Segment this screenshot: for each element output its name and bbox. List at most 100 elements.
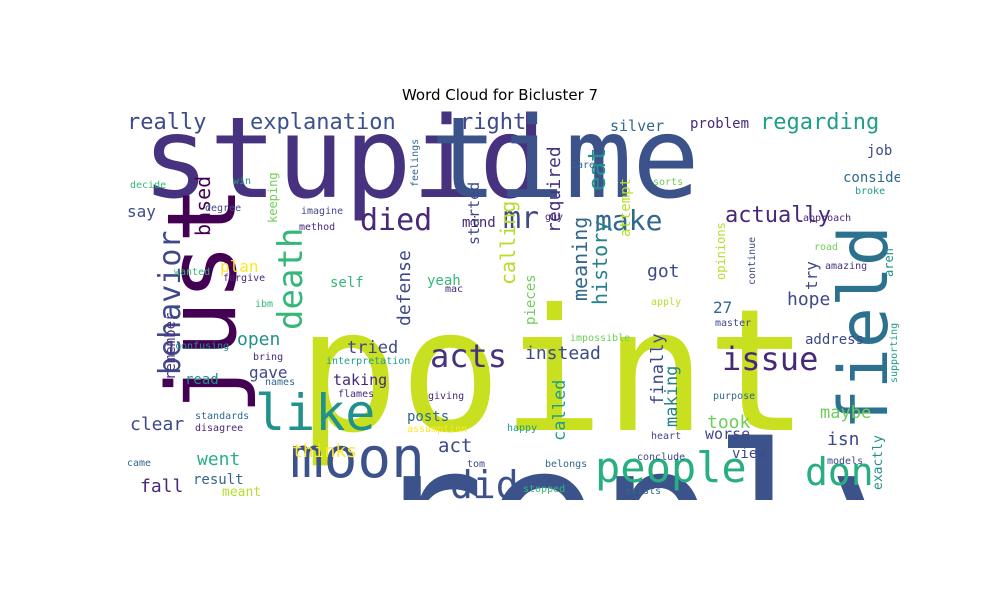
word-acts: acts [430, 337, 507, 375]
word-result: result [193, 472, 244, 488]
word-explanation: explanation [250, 110, 396, 135]
word-ibm: ibm [255, 299, 273, 310]
word-attempt: attempt [618, 178, 634, 237]
word-tom: tom [467, 459, 485, 470]
word-died: died [360, 203, 432, 238]
word-interpretation: interpretation [326, 356, 410, 367]
word-models: models [827, 456, 863, 467]
word-gave: gave [249, 363, 288, 382]
word-care: care [571, 160, 595, 171]
word-reply: reply [370, 404, 900, 500]
word-amazing: amazing [825, 261, 867, 272]
word-purpose: purpose [713, 391, 755, 402]
word-maybe: maybe [820, 403, 871, 423]
word-meaning: meaning [568, 217, 592, 301]
word-plan: plan [220, 257, 259, 276]
word-continue: continue [747, 237, 758, 285]
word-really: really [127, 110, 206, 135]
word-started: started [465, 182, 483, 245]
word-behavior: behavior [153, 231, 188, 376]
word-sorts: sorts [653, 177, 683, 188]
word-belongs: belongs [545, 459, 587, 470]
word-feelings: feelings [410, 139, 421, 187]
word-27: 27 [713, 298, 732, 317]
word-just: just [148, 186, 258, 415]
word-calling: calling [496, 201, 520, 285]
word-method: method [299, 222, 335, 233]
word-say: say [127, 202, 156, 221]
word-required: required [544, 146, 565, 233]
word-wanted: wanted [174, 267, 210, 278]
word-conclude: conclude [637, 452, 685, 463]
word-right: right [460, 110, 526, 135]
word-impossible: impossible [570, 333, 630, 344]
word-silver: silver [610, 117, 664, 135]
word-view: view [732, 446, 766, 462]
word-job: job [867, 143, 892, 159]
word-stupid: stupid [142, 105, 547, 224]
word-point: point [297, 273, 809, 471]
word-fall: fall [140, 476, 183, 497]
word-supporting: supporting [889, 323, 900, 383]
word-finally: finally [648, 333, 668, 405]
word-confusing: confusing [175, 341, 229, 352]
word-forgive: forgive [223, 273, 265, 284]
word-posts: posts [407, 409, 449, 425]
word-history: history [588, 221, 612, 305]
word-isn: isn [827, 429, 860, 450]
word-eat: eat [583, 148, 611, 191]
word-happy: happy [507, 423, 537, 434]
word-road: road [814, 242, 838, 253]
word-mind: mind [462, 215, 496, 231]
word-instead: instead [525, 343, 601, 364]
word-imagine: imagine [301, 206, 343, 217]
word-bring: bring [253, 352, 283, 363]
word-read: read [185, 372, 219, 388]
word-people: people [595, 443, 747, 492]
word-actually: actually [725, 203, 831, 228]
word-names: names [265, 377, 295, 388]
word-did: did [450, 463, 519, 500]
word-win: win [233, 176, 251, 187]
word-opinions: opinions [714, 222, 728, 280]
chart-title: Word Cloud for Bicluster 7 [401, 86, 599, 104]
word-aren: aren [882, 248, 896, 277]
word-defense: defense [394, 250, 415, 326]
word-exactly: exactly [871, 435, 886, 490]
word-giving: giving [428, 391, 464, 402]
word-degree: degree [205, 203, 241, 214]
word-based: based [191, 176, 215, 236]
word-try: try [802, 261, 821, 290]
word-don: don [805, 450, 874, 494]
word-broke: broke [855, 186, 885, 197]
word-self: self [330, 275, 364, 291]
word-making: making [662, 366, 682, 427]
word-tried: tried [347, 338, 398, 358]
word-exists: exists [625, 486, 661, 497]
word-came: came [127, 458, 151, 469]
word-decide: decide [130, 180, 166, 191]
word-death: death [271, 228, 311, 330]
word-took: took [707, 412, 751, 433]
word-disagree: disagree [195, 423, 243, 434]
word-heart: heart [651, 431, 681, 442]
word-flames: flames [338, 389, 374, 400]
word-called: called [550, 380, 570, 441]
word-standards: standards [195, 411, 249, 422]
word-consider: consider [843, 170, 900, 186]
word-mr: mr [503, 201, 539, 236]
word-like: like [255, 384, 375, 442]
word-master: master [715, 318, 751, 329]
word-clear: clear [130, 414, 184, 435]
word-guy: guy [545, 212, 563, 223]
word-act: act [438, 435, 472, 457]
word-remember: remember [163, 313, 179, 380]
word-stopped: stopped [523, 484, 565, 495]
word-keeping: keeping [266, 172, 280, 223]
word-hope: hope [787, 289, 830, 310]
word-thinks: thinks [292, 441, 357, 462]
word-time: time [430, 105, 700, 224]
word-issue: issue [722, 340, 818, 378]
